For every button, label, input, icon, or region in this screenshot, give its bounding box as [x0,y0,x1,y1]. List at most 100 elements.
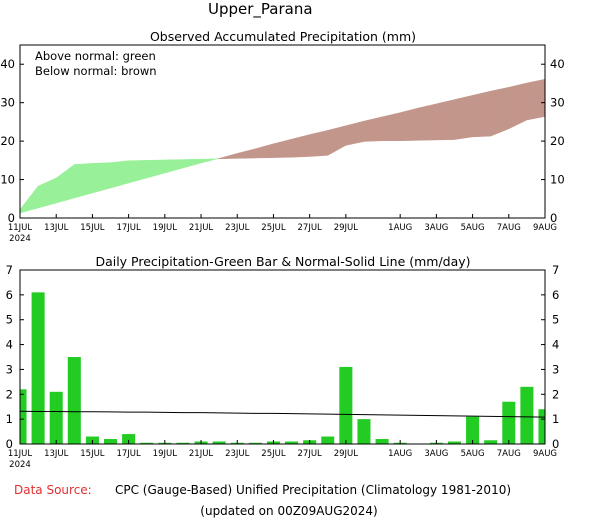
top-x-tick-label: 17JUL [116,223,141,233]
bottom-y-tick-label-right: 5 [552,313,559,327]
below-normal-area [400,108,418,141]
bottom-x-tick-label: 17JUL [116,449,141,459]
top-x-tick-label: 9AUG [533,223,557,233]
top-y-tick-label-left: 10 [0,173,15,187]
legend-above-normal: Above normal: green [35,49,156,63]
bottom-x-tick-label: 9AUG [533,449,557,459]
daily-bar [466,417,479,444]
top-y-tick-label-right: 40 [550,57,565,71]
top-y-tick-label-left: 30 [0,96,15,110]
above-normal-area [201,159,217,163]
top-y-tick-label-right: 20 [550,134,565,148]
above-normal-area [111,161,129,188]
top-x-tick-label: 29JUL [334,223,359,233]
bottom-x-tick-label: 29JUL [334,449,359,459]
top-x-tick-label: 1AUG [388,223,412,233]
daily-bar [104,439,117,444]
top-x-tick-label: 5AUG [461,223,485,233]
bottom-x-tick-label: 1AUG [388,449,412,459]
bottom-y-tick-label-left: 6 [6,288,13,302]
bottom-x-tick-label: 27JUL [298,449,323,459]
bottom-x-tick-label: 7AUG [497,449,521,459]
top-y-tick-label-right: 30 [550,96,565,110]
bottom-y-tick-label-right: 7 [552,263,559,277]
bottom-y-tick-label-right: 4 [552,338,559,352]
bottom-y-tick-label-left: 1 [6,412,13,426]
below-normal-area [382,113,400,141]
top-x-tick-label: 3AUG [424,223,448,233]
daily-bar [520,387,533,444]
daily-bar [321,437,334,444]
daily-bar [68,357,81,444]
above-normal-area [147,160,165,178]
bottom-x-tick-label: 15JUL [80,449,105,459]
below-normal-area [255,144,273,158]
daily-bar [376,439,389,444]
above-normal-area [20,186,38,213]
bottom-x-tick-label: 19JUL [153,449,178,459]
daily-bar [484,440,497,444]
below-normal-area [454,95,472,139]
bottom-y-tick-label-left: 5 [6,313,13,327]
top-x-tick-label: 23JUL [225,223,250,233]
bottom-x-tick-label: 25JUL [261,449,286,459]
top-x-tick-label: 13JUL [44,223,69,233]
below-normal-area [292,135,310,158]
daily-bar [32,292,45,444]
bottom-x-tick-label: 11JUL [8,449,33,459]
top-x-tick-label: 7AUG [497,223,521,233]
daily-bar [538,409,545,444]
below-normal-area [219,153,237,158]
bottom-y-tick-label-left: 3 [6,362,13,376]
bottom-x-year-label: 2024 [9,460,31,470]
below-normal-area [509,83,527,129]
above-normal-area [74,163,92,198]
above-normal-area [129,160,147,183]
bottom-y-tick-label-right: 2 [552,387,559,401]
above-normal-area [92,163,110,193]
daily-bar [339,367,352,444]
top-x-tick-label: 21JUL [189,223,214,233]
bottom-chart-title: Daily Precipitation-Green Bar & Normal-S… [95,254,470,269]
bottom-y-tick-label-left: 2 [6,387,13,401]
above-normal-area [38,178,56,208]
data-source-text: CPC (Gauge-Based) Unified Precipitation … [115,483,511,497]
daily-bar [357,419,370,444]
bottom-y-tick-label-left: 7 [6,263,13,277]
below-normal-area [364,117,382,142]
below-normal-area [346,121,364,145]
bottom-y-tick-label-right: 6 [552,288,559,302]
below-normal-area [418,104,436,141]
top-y-tick-label-left: 20 [0,134,15,148]
top-x-tick-label: 27JUL [298,223,323,233]
top-x-tick-label: 19JUL [153,223,178,233]
above-normal-area [183,159,201,168]
bottom-x-tick-label: 21JUL [189,449,214,459]
bottom-y-tick-label-left: 4 [6,338,13,352]
top-x-tick-label: 11JUL [8,223,33,233]
bottom-x-tick-label: 5AUG [461,449,485,459]
normal-line-group [20,411,545,417]
top-x-tick-label: 15JUL [80,223,105,233]
bottom-x-tick-label: 23JUL [225,449,250,459]
daily-bar [20,389,27,444]
daily-bar [502,402,515,444]
below-normal-area [273,139,291,157]
above-normal-area [56,165,74,203]
data-source-label: Data Source: [14,483,92,497]
below-normal-area [328,126,346,156]
updated-note: (updated on 00Z09AUG2024) [200,504,377,518]
bottom-x-tick-label: 3AUG [424,449,448,459]
bottom-y-tick-label-right: 3 [552,362,559,376]
normal-line [20,411,545,417]
top-areas [20,79,545,213]
top-chart-title: Observed Accumulated Precipitation (mm) [150,29,416,44]
below-normal-area [491,87,509,136]
below-normal-area [473,91,491,137]
above-normal-area [165,160,183,173]
below-normal-area [310,130,328,156]
top-x-tick-label: 25JUL [261,223,286,233]
